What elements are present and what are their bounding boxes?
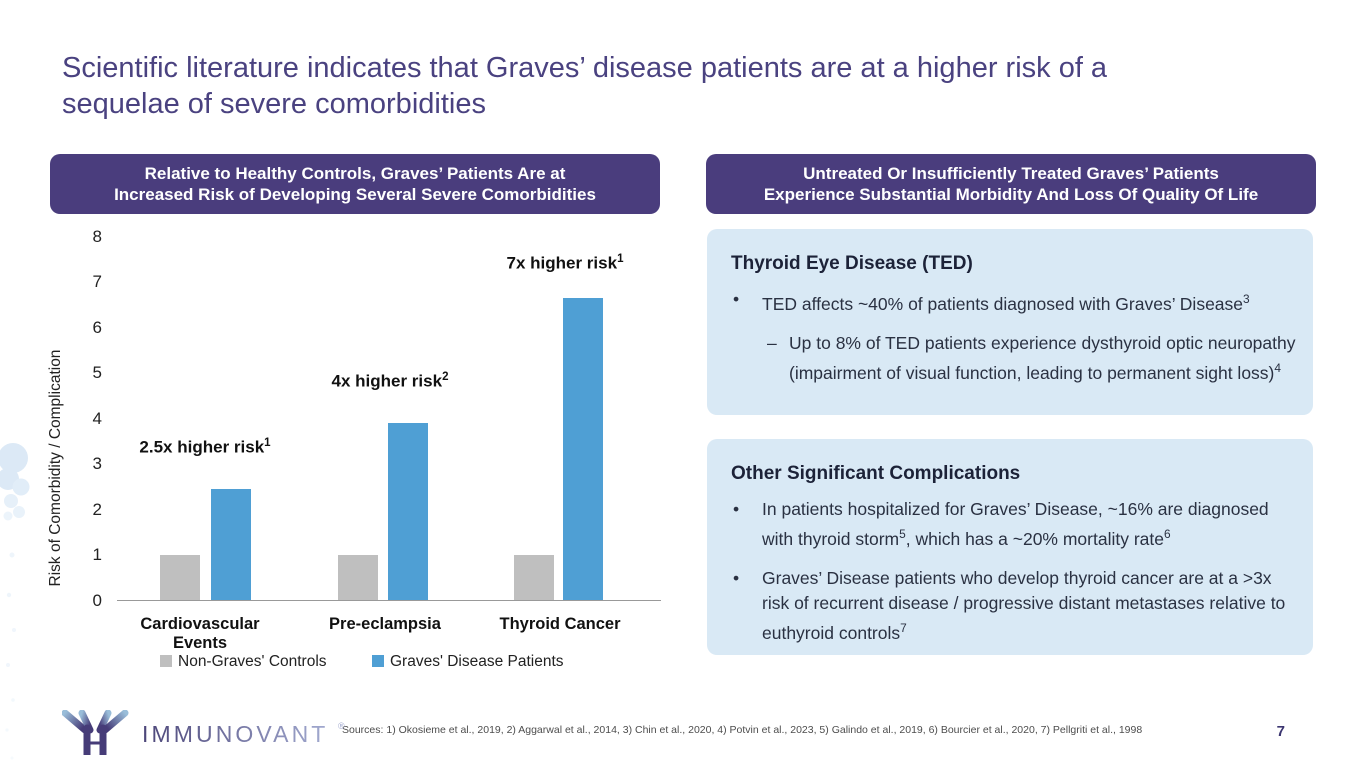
svg-text:IMMUNOVANT: IMMUNOVANT <box>142 721 328 747</box>
svg-text:®: ® <box>338 721 345 731</box>
